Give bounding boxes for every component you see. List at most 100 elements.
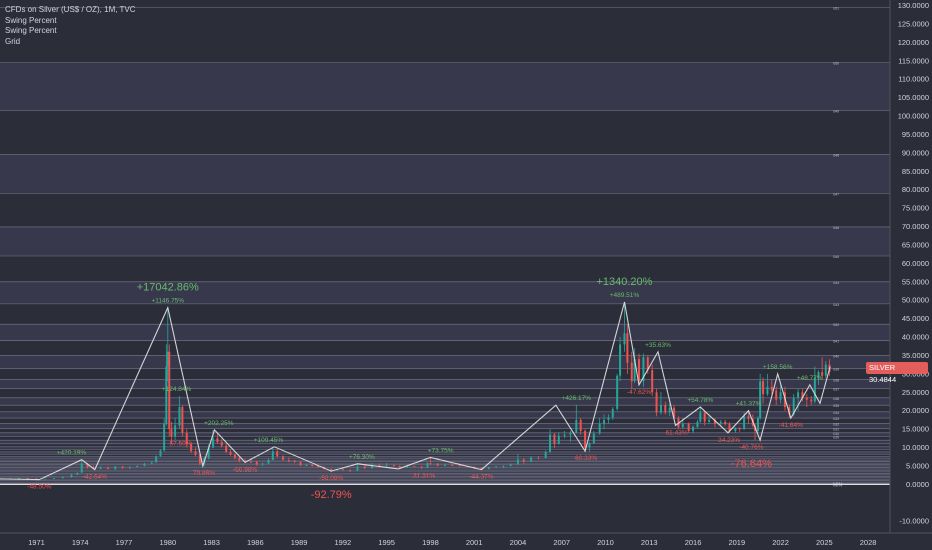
- candle-body: [792, 397, 795, 415]
- candle-body: [724, 421, 727, 424]
- candle-body: [76, 472, 79, 475]
- candle-body: [633, 359, 636, 382]
- price-tag-symbol: SILVER: [869, 363, 896, 372]
- grid-band: [0, 451, 890, 455]
- y-tick-label: 110.0000: [898, 75, 929, 84]
- y-tick-label: 5.0000: [906, 461, 929, 470]
- candle-body: [26, 478, 29, 479]
- candle-body: [699, 412, 702, 422]
- swing-zigzag-line: [0, 301, 831, 481]
- candle-body: [163, 423, 166, 451]
- candle-body: [473, 466, 476, 468]
- candle-body: [592, 433, 595, 444]
- grid-band: [0, 432, 890, 437]
- price-tag-value: 30.4844: [869, 375, 897, 384]
- y-tick-label: 80.0000: [902, 185, 929, 194]
- candle-body: [728, 423, 731, 431]
- candle-body: [487, 467, 490, 469]
- candle-body: [756, 418, 759, 431]
- candle-body: [121, 466, 124, 469]
- swing-percent-label: +202.25%: [204, 420, 234, 427]
- candle-body: [255, 461, 258, 465]
- grid-level-label: G46: [833, 226, 839, 230]
- candle-body: [495, 466, 498, 468]
- candle-body: [713, 419, 716, 424]
- y-tick-label: 25.0000: [902, 388, 929, 397]
- y-tick-label: 50.0000: [902, 296, 929, 305]
- swing-percent-label: +489.51%: [610, 292, 640, 299]
- candle-body: [436, 463, 439, 466]
- grid-band: [0, 397, 890, 406]
- swing-percent-label: -76.64%: [731, 458, 772, 470]
- indicator-swing-percent-1[interactable]: Swing Percent: [5, 15, 57, 25]
- candle-body: [44, 478, 47, 480]
- candle-body: [190, 443, 193, 452]
- candle-body: [159, 450, 162, 457]
- swing-percent-label: +1340.20%: [596, 276, 652, 288]
- candle-body: [99, 467, 102, 469]
- swing-percent-label: +54.78%: [687, 397, 713, 404]
- candle-body: [330, 468, 333, 471]
- swing-percent-label: -44.37%: [469, 474, 493, 481]
- x-tick-label: 1989: [291, 538, 308, 547]
- y-tick-label: 115.0000: [898, 56, 929, 65]
- grid-band: [0, 474, 890, 477]
- chart-legend: CFDs on Silver (US$ / OZ), 1M, TVC Swing…: [5, 5, 136, 47]
- x-tick-label: 2025: [816, 538, 833, 547]
- candle-body: [553, 434, 556, 444]
- candle-body: [378, 465, 381, 467]
- candle-body: [276, 451, 279, 457]
- grid-level-label: MIN: [833, 482, 843, 488]
- grid-level-label: G51: [833, 6, 839, 10]
- candle-body: [371, 465, 374, 469]
- indicator-swing-percent-2[interactable]: Swing Percent: [5, 26, 57, 35]
- candle-body: [458, 465, 461, 467]
- swing-percent-label: -66.98%: [233, 466, 257, 473]
- indicator-grid[interactable]: Grid: [5, 36, 21, 46]
- grid-band: [0, 226, 890, 257]
- y-tick-label: 105.0000: [898, 93, 929, 102]
- y-tick-label: 95.0000: [902, 130, 929, 139]
- grid-level-label: G43: [833, 303, 839, 307]
- candle-body: [143, 463, 146, 466]
- chart-title: CFDs on Silver (US$ / OZ), 1M, TVC: [5, 5, 136, 14]
- candle-body: [630, 362, 633, 382]
- y-tick-label: 125.0000: [898, 19, 929, 28]
- swing-percent-label: +48.77%: [797, 375, 823, 382]
- grid-level-label: G45: [833, 255, 839, 259]
- candle-body: [607, 417, 610, 420]
- candle-body: [738, 428, 741, 430]
- candle-body: [821, 372, 824, 376]
- candle-body: [692, 426, 695, 431]
- swing-percent-label: -47.62%: [627, 389, 651, 396]
- candle-body: [413, 465, 416, 467]
- x-tick-label: 1986: [247, 538, 264, 547]
- candle-body: [817, 372, 820, 378]
- x-tick-label: 1974: [72, 538, 89, 547]
- x-tick-label: 1998: [422, 538, 439, 547]
- candle-body: [579, 419, 582, 431]
- candle-body: [220, 442, 223, 446]
- grid-band: [0, 465, 890, 468]
- grid-level-label: G29: [833, 435, 839, 439]
- candle-body: [398, 465, 401, 468]
- candle-body: [537, 457, 540, 459]
- candle-body: [557, 435, 560, 444]
- candle-body: [623, 333, 626, 345]
- grid-band: [0, 440, 890, 444]
- y-tick-label: -10.0000: [899, 517, 929, 526]
- swing-percent-label: -42.64%: [83, 474, 107, 481]
- candle-body: [299, 461, 302, 466]
- grid-level-label: G31: [833, 427, 839, 431]
- y-tick-label: 120.0000: [898, 38, 929, 47]
- candle-body: [775, 390, 778, 400]
- price-tag: SILVER 30.4844: [866, 362, 928, 384]
- candle-body: [349, 470, 352, 472]
- grid-level-label: G44: [833, 281, 839, 285]
- candle-body: [719, 421, 722, 424]
- candle-body: [136, 465, 139, 468]
- x-tick-label: 2016: [685, 538, 702, 547]
- candle-body: [207, 447, 210, 459]
